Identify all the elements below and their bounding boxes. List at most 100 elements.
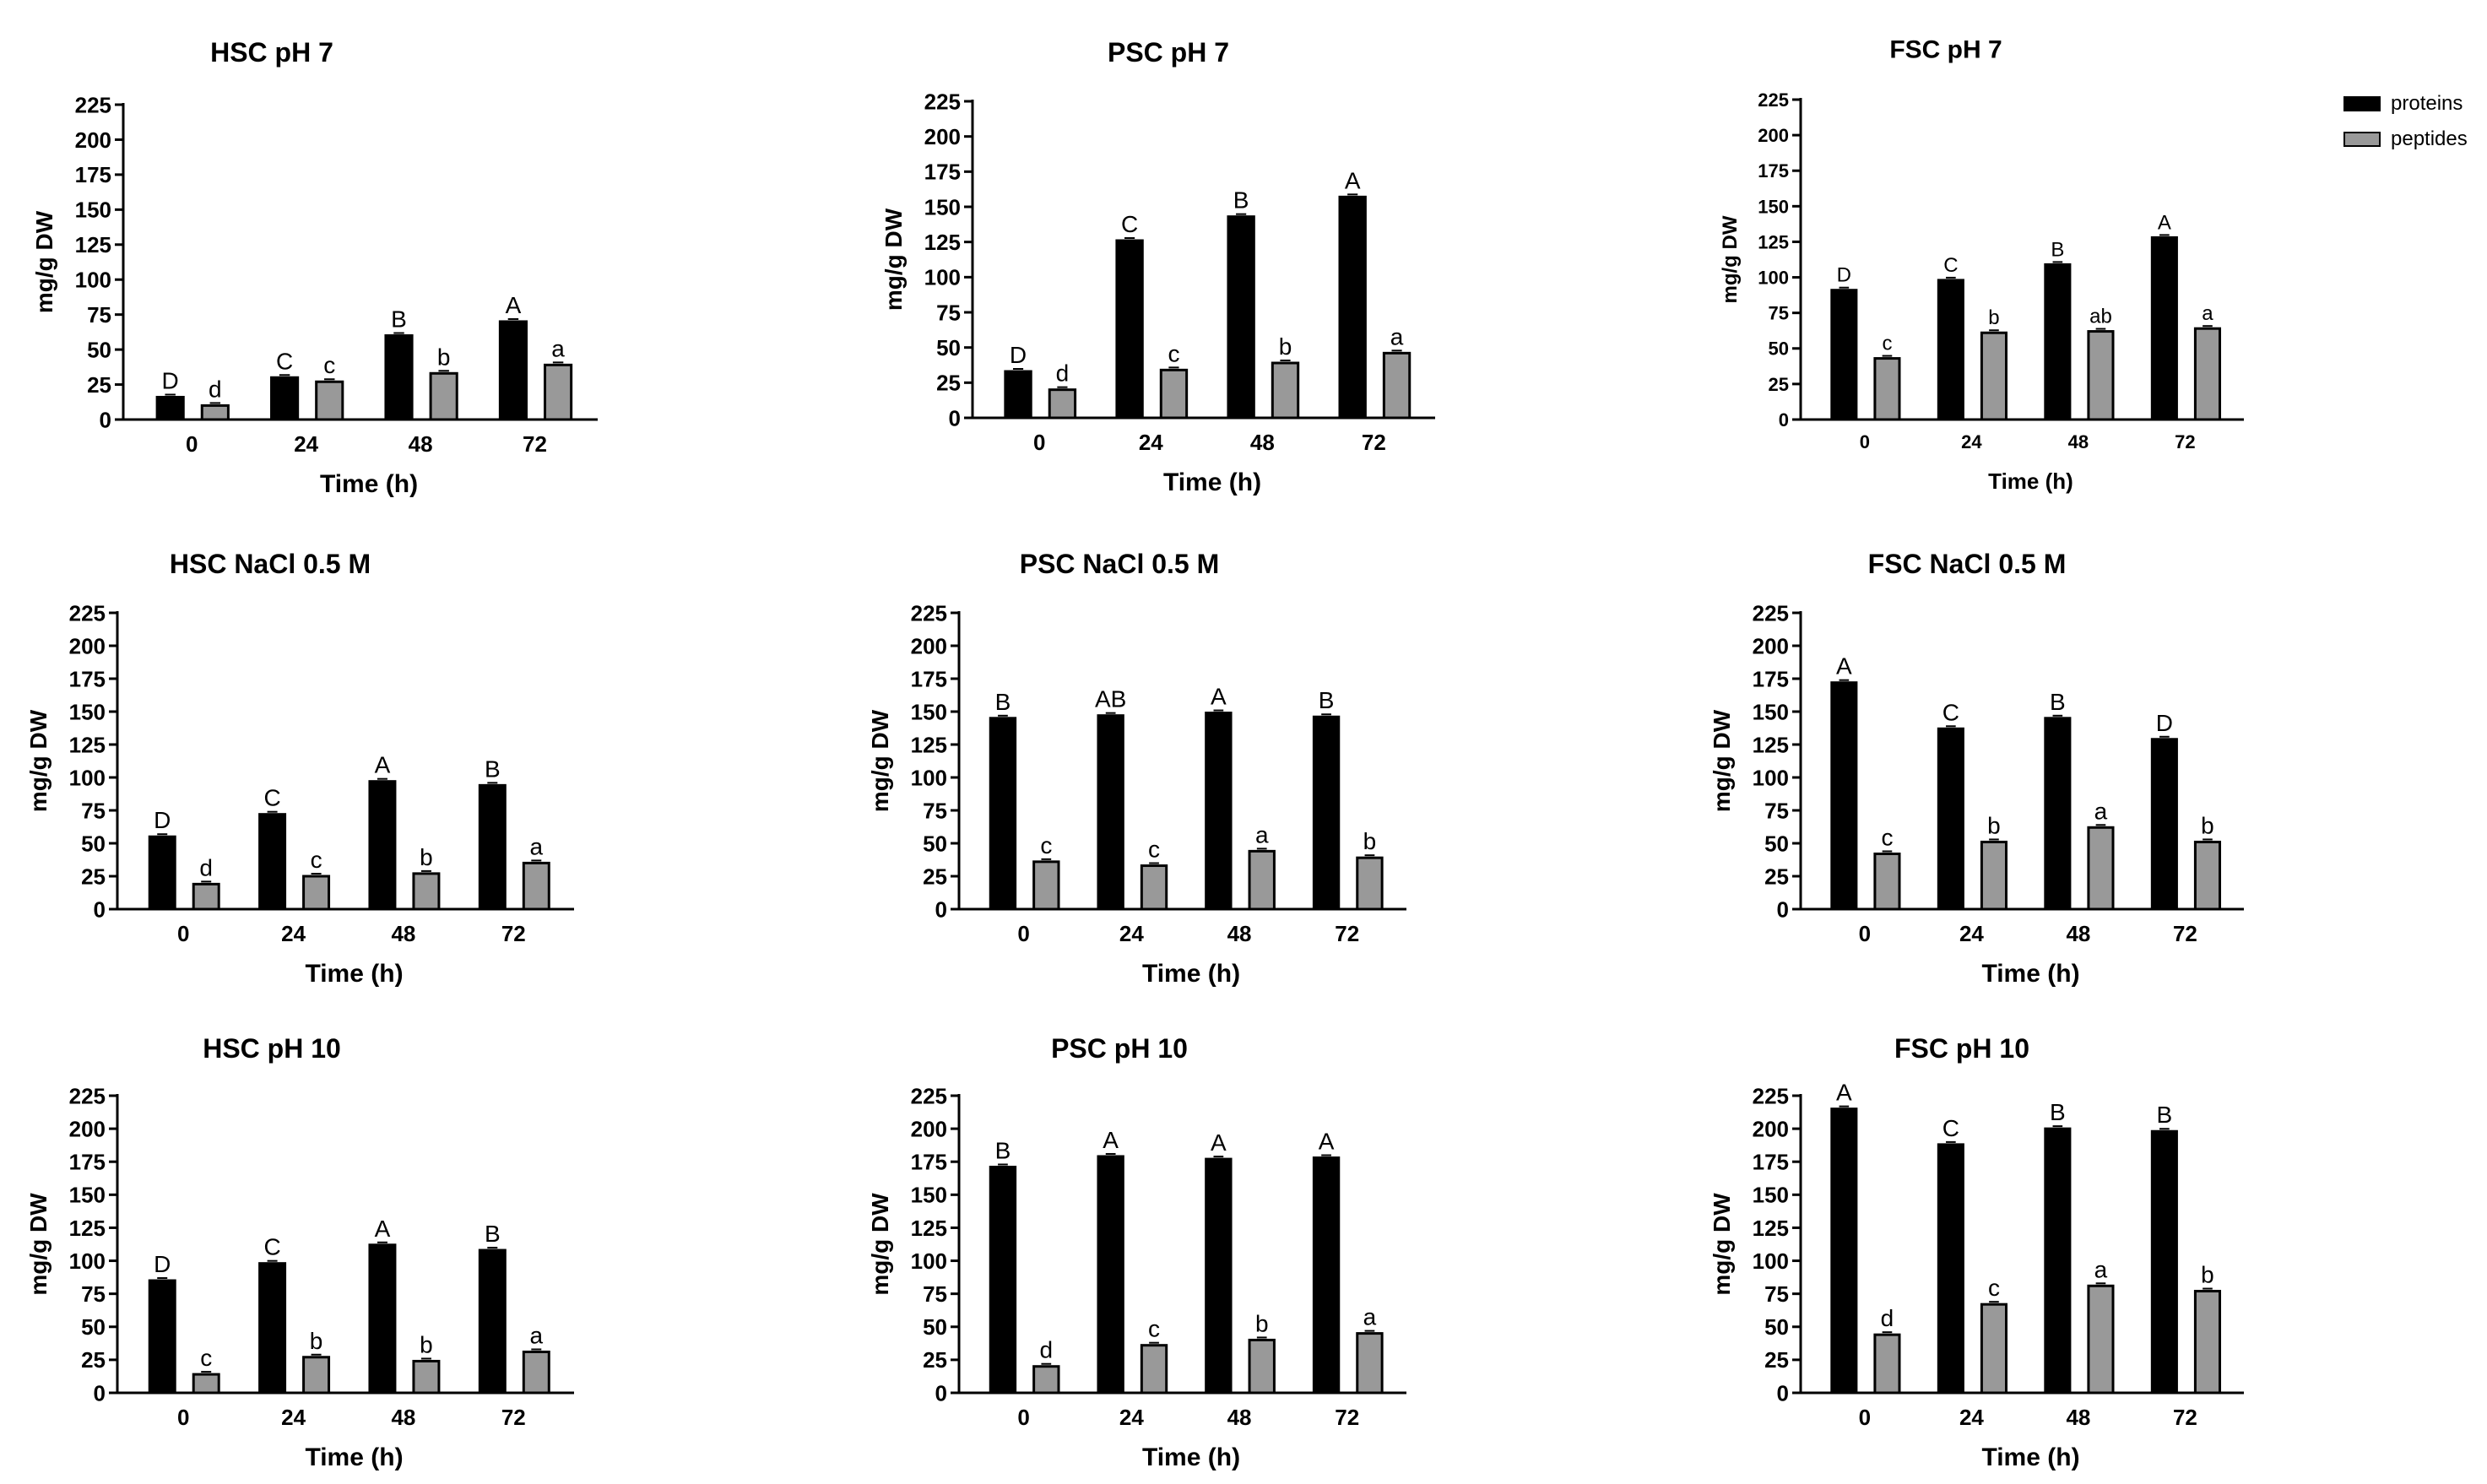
chart-2-bar-proteins <box>1338 195 1367 420</box>
chart-5-title: PSC NaCl 0.5 M <box>1020 549 1220 579</box>
chart-2-bar-peptides <box>1048 388 1077 420</box>
chart-5-bar-peptides <box>1356 856 1384 911</box>
chart-8-bar-peptides <box>1032 1365 1060 1395</box>
chart-7-panel: HSC pH 10 0 25 50 75 100 125 150 175 200 225 mg/g D… <box>25 1033 574 1471</box>
chart-4-panel: HSC NaCl 0.5 M 0 25 50 75 100 125 150 175 200 225 m… <box>25 549 574 988</box>
chart-6-letter-peptides: a <box>2094 798 2108 824</box>
chart-6-ytick-label: 0 <box>1777 896 1789 922</box>
chart-3-x-label: Time (h) <box>1988 468 2073 494</box>
chart-9-ytick-label: 225 <box>1753 1083 1789 1108</box>
chart-2-bar-proteins <box>1004 370 1032 420</box>
chart-4-ytick-label: 225 <box>69 600 106 626</box>
legend-swatch-proteins <box>2343 96 2381 111</box>
chart-1-letter-proteins: A <box>506 292 522 318</box>
chart-1-letter-proteins: D <box>162 367 179 393</box>
chart-4-ytick-label: 150 <box>69 699 106 724</box>
chart-1-bar-proteins <box>270 376 300 421</box>
chart-3-bar-peptides <box>2087 330 2115 421</box>
chart-5-ytick-label: 50 <box>923 831 947 856</box>
chart-8-ytick-label: 75 <box>923 1281 947 1307</box>
chart-2-ytick-label: 75 <box>936 300 961 325</box>
chart-9-ytick-label: 150 <box>1753 1183 1789 1208</box>
chart-1-xtick-label: 48 <box>409 431 433 457</box>
chart-2-x-label: Time (h) <box>1163 468 1261 496</box>
chart-2-xtick-label: 24 <box>1139 430 1163 455</box>
chart-3-ytick-label: 0 <box>1779 409 1789 431</box>
chart-9-bar-proteins <box>2150 1129 2178 1395</box>
chart-5-xtick-label: 48 <box>1227 921 1252 946</box>
chart-6-x-label: Time (h) <box>1981 960 2079 988</box>
chart-8-ytick-label: 150 <box>911 1183 947 1208</box>
chart-3-panel: FSC pH 7 0 25 50 75 100 125 150 175 200 225 mg/g DW… <box>1719 36 2244 494</box>
chart-2-ytick-label: 175 <box>924 160 961 185</box>
chart-6-ytick-label: 200 <box>1753 633 1789 658</box>
chart-3-bar-peptides <box>1873 357 1901 421</box>
chart-5-ytick-label: 175 <box>911 666 947 691</box>
chart-7-letter-proteins: C <box>263 1234 280 1260</box>
chart-4-bar-peptides <box>522 861 550 911</box>
chart-7-xtick-label: 0 <box>177 1405 189 1430</box>
chart-6-ytick-label: 25 <box>1764 864 1789 889</box>
chart-3-xtick-label: 24 <box>1961 431 1982 452</box>
chart-8-xtick-label: 72 <box>1335 1405 1359 1430</box>
chart-9-ytick-label: 25 <box>1764 1347 1789 1373</box>
chart-4-ytick-label: 175 <box>69 666 106 691</box>
chart-8-ytick-label: 225 <box>911 1083 947 1108</box>
chart-7-xtick-label: 48 <box>391 1405 415 1430</box>
chart-1-bar-peptides <box>544 363 573 421</box>
chart-7-ytick-label: 200 <box>69 1116 106 1141</box>
chart-6-xtick-label: 0 <box>1859 921 1871 946</box>
chart-9-bar-peptides <box>1873 1333 1901 1395</box>
chart-7-ytick-label: 225 <box>69 1083 106 1108</box>
chart-3-letter-proteins: A <box>2158 211 2171 234</box>
chart-1-ytick-label: 25 <box>87 372 111 398</box>
chart-3-ytick-label: 125 <box>1758 231 1789 252</box>
chart-1-letter-proteins: C <box>276 348 293 374</box>
chart-6-ytick-label: 125 <box>1753 732 1789 757</box>
chart-5-xtick-label: 0 <box>1017 921 1029 946</box>
chart-2-title: PSC pH 7 <box>1108 37 1229 68</box>
chart-2-xtick-label: 72 <box>1362 430 1386 455</box>
chart-3-bar-proteins <box>1830 289 1858 421</box>
chart-6-letter-proteins: B <box>2050 689 2066 715</box>
chart-5-letter-peptides: c <box>1148 837 1160 863</box>
chart-8-x-label: Time (h) <box>1142 1443 1240 1471</box>
chart-2-letter-proteins: C <box>1121 211 1138 237</box>
chart-5-xtick-label: 72 <box>1335 921 1359 946</box>
chart-8-bar-proteins <box>989 1165 1017 1395</box>
chart-4-bar-proteins <box>478 783 507 911</box>
chart-2-bar-peptides <box>1382 351 1411 420</box>
chart-5-letter-peptides: b <box>1363 828 1377 854</box>
chart-3-ytick-label: 225 <box>1758 89 1789 111</box>
chart-4-x-label: Time (h) <box>305 960 403 988</box>
chart-1-ytick-label: 100 <box>75 268 111 293</box>
chart-6-letter-proteins: A <box>1836 653 1852 680</box>
chart-4-letter-proteins: B <box>485 756 501 782</box>
chart-7-title: HSC pH 10 <box>203 1033 341 1064</box>
chart-3-title: FSC pH 7 <box>1889 36 2002 64</box>
chart-9-bar-peptides <box>2087 1284 2115 1395</box>
chart-8-letter-peptides: a <box>1363 1304 1377 1330</box>
chart-5-letter-peptides: a <box>1255 821 1269 848</box>
chart-4-bar-proteins <box>258 813 287 911</box>
legend-label-proteins: proteins <box>2391 92 2463 115</box>
chart-9-letter-peptides: a <box>2094 1256 2108 1282</box>
chart-9-xtick-label: 24 <box>1959 1405 1984 1430</box>
chart-9-ytick-label: 175 <box>1753 1150 1789 1175</box>
chart-5-ytick-label: 200 <box>911 633 947 658</box>
chart-6-letter-proteins: D <box>2156 710 2173 736</box>
chart-6-letter-peptides: c <box>1881 824 1893 850</box>
chart-4-ytick-label: 25 <box>81 864 106 889</box>
chart-9-xtick-label: 72 <box>2173 1405 2197 1430</box>
chart-2-letter-proteins: A <box>1345 167 1361 193</box>
chart-7-bar-peptides <box>302 1356 331 1395</box>
chart-1-ytick-label: 125 <box>75 232 111 257</box>
chart-7-bar-peptides <box>522 1351 550 1395</box>
chart-9-ytick-label: 200 <box>1753 1116 1789 1141</box>
chart-6-ytick-label: 75 <box>1764 798 1789 823</box>
chart-8-ytick-label: 25 <box>923 1347 947 1373</box>
chart-9-y-label: mg/g DW <box>1709 1193 1735 1296</box>
chart-7-bar-proteins <box>478 1248 507 1395</box>
chart-4-ytick-label: 125 <box>69 732 106 757</box>
